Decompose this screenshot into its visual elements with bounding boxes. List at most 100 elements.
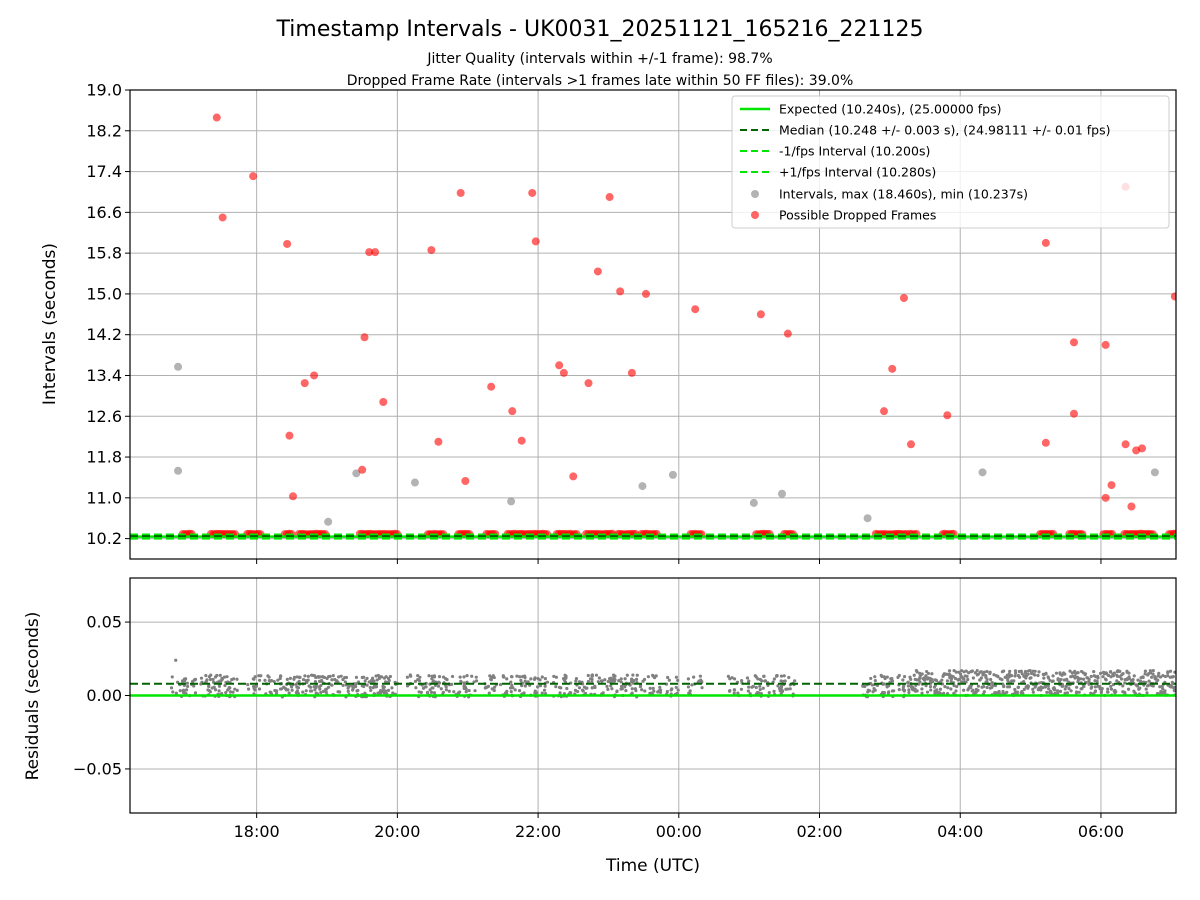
residual-point	[767, 691, 771, 695]
residual-point	[543, 684, 547, 688]
residual-point	[970, 669, 975, 673]
residual-point	[437, 675, 442, 679]
residual-point	[226, 688, 230, 692]
legend-label: Expected (10.240s), (25.00000 fps)	[779, 102, 1001, 117]
intervals-ytick-label: 15.8	[86, 244, 122, 263]
residual-point	[758, 687, 762, 692]
dropped-frame-point	[1069, 338, 1078, 347]
residual-point	[973, 671, 977, 675]
residual-point	[580, 688, 585, 692]
residual-point	[1022, 680, 1026, 684]
residual-point	[253, 675, 257, 679]
interval-point	[352, 469, 361, 478]
residual-point	[1053, 691, 1057, 695]
residual-point	[391, 691, 395, 695]
residual-point	[419, 690, 423, 694]
residual-point	[732, 677, 737, 681]
residual-point	[409, 674, 413, 678]
residual-point	[953, 676, 958, 681]
residual-point	[590, 686, 594, 690]
residual-point	[610, 687, 614, 691]
residual-point	[926, 671, 931, 676]
legend-label: Possible Dropped Frames	[779, 208, 936, 223]
residual-point	[787, 675, 791, 680]
residual-point	[1147, 683, 1151, 687]
residual-point	[1101, 675, 1105, 679]
residual-point	[321, 689, 326, 693]
residual-point	[943, 685, 947, 689]
residual-point	[881, 682, 885, 686]
residual-point	[390, 686, 394, 690]
residual-point	[246, 687, 251, 691]
intervals-ytick-label: 11.0	[86, 488, 122, 507]
residual-point	[754, 685, 758, 690]
residual-point	[217, 689, 221, 693]
residual-point	[220, 676, 224, 680]
residual-point	[892, 689, 896, 693]
residual-point	[427, 674, 431, 678]
residual-point	[686, 685, 690, 689]
residual-point	[890, 679, 895, 683]
residual-point	[489, 677, 493, 681]
residual-point	[869, 676, 873, 681]
residuals-xtick-label: 06:00	[1078, 822, 1124, 841]
residual-point	[590, 673, 595, 677]
residual-point	[436, 684, 441, 688]
interval-point	[507, 497, 516, 506]
residual-point	[1143, 672, 1147, 676]
residual-point	[486, 684, 491, 688]
residual-point	[307, 684, 311, 688]
residual-point	[640, 688, 644, 692]
intervals-ytick-label: 13.4	[86, 366, 122, 385]
residual-point	[989, 677, 993, 682]
residual-point	[529, 677, 533, 681]
residual-point	[458, 675, 462, 679]
residual-point	[1026, 672, 1030, 676]
residual-point	[925, 690, 930, 694]
residuals-xtick-label: 22:00	[515, 822, 561, 841]
residual-point	[414, 686, 418, 690]
residual-point	[1013, 669, 1018, 673]
residual-point	[605, 684, 609, 688]
residual-point	[600, 679, 604, 684]
residual-point	[772, 689, 776, 693]
residual-point	[231, 690, 235, 694]
intervals-axes-frame	[129, 89, 1177, 560]
residual-point	[885, 685, 889, 689]
dropped-frame-point	[1107, 481, 1116, 490]
residual-point	[303, 674, 307, 678]
interval-point	[668, 470, 677, 479]
dropped-frame-point	[691, 305, 700, 314]
residual-point	[590, 677, 594, 681]
residual-point	[1171, 674, 1175, 679]
residual-point	[1037, 681, 1041, 685]
residual-point	[313, 679, 318, 684]
residual-point	[646, 675, 650, 679]
dropped-frame-point	[1069, 409, 1078, 418]
residual-point	[505, 689, 509, 693]
residual-point	[473, 689, 477, 693]
residual-point	[246, 682, 250, 687]
residual-point	[935, 688, 939, 692]
dropped-frame-point	[288, 492, 297, 501]
residual-point	[1005, 690, 1009, 694]
residual-point	[1127, 671, 1131, 675]
residual-point	[942, 673, 946, 677]
residual-point	[976, 684, 981, 688]
residual-point	[1059, 677, 1063, 682]
residual-point	[1081, 677, 1086, 681]
residual-point	[1014, 671, 1018, 675]
residual-point	[763, 679, 768, 683]
residual-point	[658, 685, 662, 689]
residual-point	[573, 688, 578, 693]
residual-point	[873, 675, 877, 679]
legend-label: +1/fps Interval (10.280s)	[779, 165, 936, 180]
residual-point	[732, 688, 736, 692]
residual-point	[1112, 671, 1116, 675]
dropped-frame-point	[593, 267, 602, 276]
residual-point	[947, 669, 952, 673]
dropped-frame-point	[605, 193, 614, 202]
residual-point	[788, 687, 792, 691]
residual-point	[619, 684, 624, 688]
